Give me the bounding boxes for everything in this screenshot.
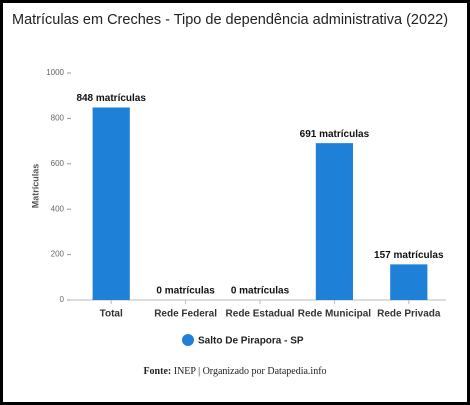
source-text: INEP | Organizado por Datapedia.info xyxy=(174,366,327,377)
x-tick-label: Rede Municipal xyxy=(298,309,372,320)
value-label: 848 matrículas xyxy=(76,93,146,104)
y-tick-label: 600 xyxy=(51,159,65,168)
x-tick-label: Total xyxy=(100,309,123,320)
legend-label: Salto De Pirapora - SP xyxy=(198,336,304,347)
bar xyxy=(92,107,130,300)
y-tick-label: 0 xyxy=(60,295,65,304)
source-label: Fonte: xyxy=(143,366,171,377)
y-tick-label: 800 xyxy=(51,114,65,123)
value-label: 691 matrículas xyxy=(300,129,370,140)
x-tick-label: Rede Privada xyxy=(377,309,441,320)
x-tick-label: Rede Estadual xyxy=(226,309,295,320)
value-label: 0 matrículas xyxy=(156,286,215,297)
bar xyxy=(315,143,353,300)
x-tick-label: Rede Federal xyxy=(154,309,217,320)
value-label: 0 matrículas xyxy=(231,286,290,297)
bar xyxy=(390,264,428,300)
y-tick-label: 400 xyxy=(51,204,65,213)
value-label: 157 matrículas xyxy=(374,250,444,261)
chart-title: Matrículas em Creches - Tipo de dependên… xyxy=(12,12,448,28)
source: Fonte: INEP | Organizado por Datapedia.i… xyxy=(143,366,326,377)
y-tick-label: 200 xyxy=(51,250,65,259)
y-tick-label: 1000 xyxy=(46,68,64,77)
legend-marker xyxy=(182,334,194,346)
y-axis-label: Matrículas xyxy=(30,164,40,209)
